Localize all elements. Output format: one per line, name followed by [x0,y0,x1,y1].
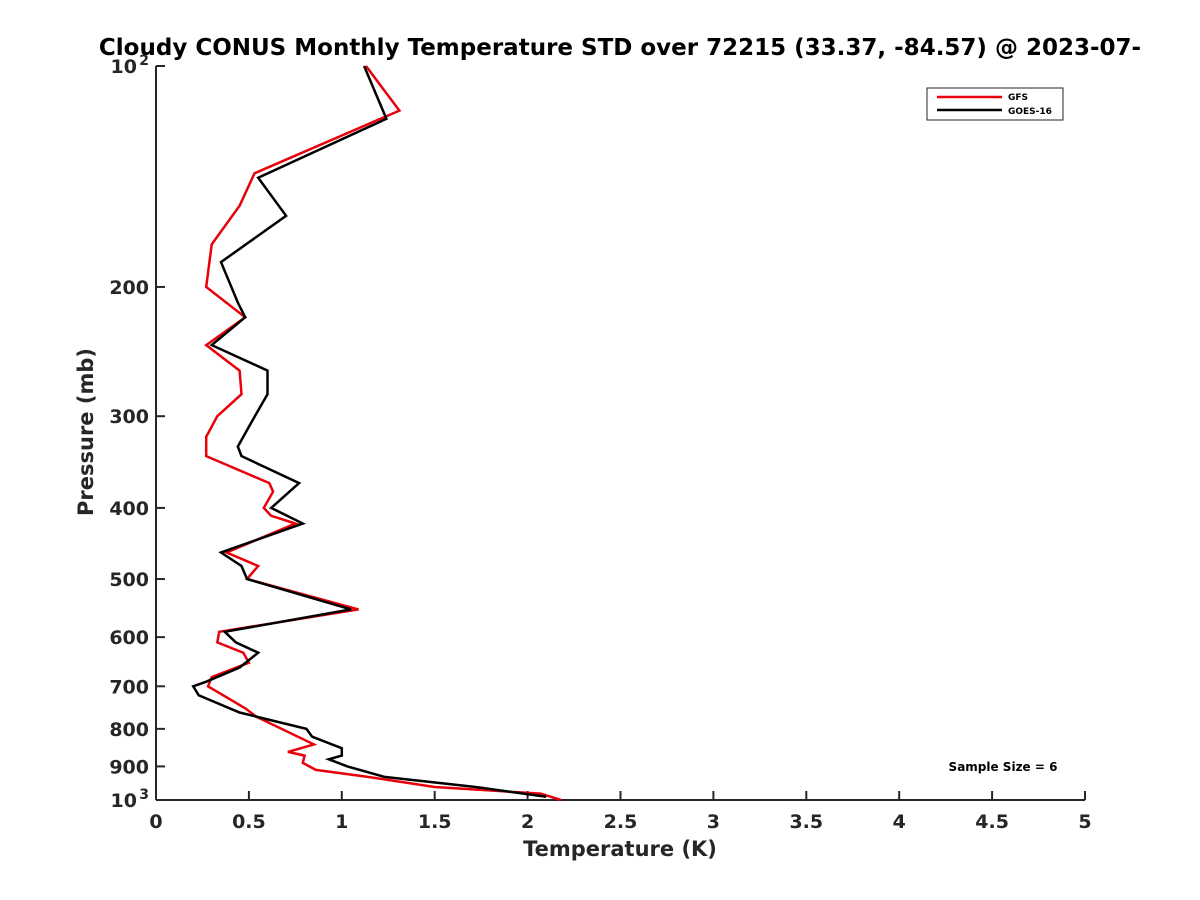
y-tick-exponent: 2 [139,53,149,69]
x-tick-label: 0 [149,811,162,833]
x-tick-label: 2.5 [604,811,638,833]
y-tick-exponent: 3 [139,787,149,803]
x-axis-ticks: 0 0.5 1 1.5 2 2.5 3 3.5 4 4.5 5 [149,791,1092,833]
axes [155,66,1085,801]
x-tick-label: 3 [707,811,720,833]
x-tick-label: 2 [521,811,534,833]
x-axis-label: Temperature (K) [523,837,717,861]
x-tick-label: 4.5 [975,811,1009,833]
y-tick-label: 600 [109,627,149,649]
legend-label-gfs: GFS [1008,93,1028,103]
y-tick-label: 10 [111,56,137,78]
y-axis-label: Pressure (mb) [74,348,98,516]
series-line-goes16 [191,65,547,799]
y-tick-label: 400 [109,498,149,520]
y-tick-label: 200 [109,277,149,299]
y-tick-label: 500 [109,569,149,591]
x-tick-label: 5 [1078,811,1091,833]
x-tick-label: 3.5 [789,811,823,833]
chart-title: Cloudy CONUS Monthly Temperature STD ove… [99,35,1141,61]
x-tick-label: 1 [335,811,348,833]
legend-box [926,87,1064,121]
legend: GFS GOES-16 [926,87,1064,121]
legend-label-goes16: GOES-16 [1008,107,1052,117]
x-tick-label: 0.5 [232,811,266,833]
y-tick-label: 300 [109,406,149,428]
sample-size-annotation: Sample Size = 6 [949,760,1058,774]
y-tick-label: 800 [109,719,149,741]
x-tick-label: 4 [893,811,906,833]
series-layer [191,65,562,802]
y-tick-label: 700 [109,676,149,698]
y-tick-label: 900 [109,756,149,778]
x-tick-label: 1.5 [418,811,452,833]
y-tick-label: 10 [111,790,137,812]
